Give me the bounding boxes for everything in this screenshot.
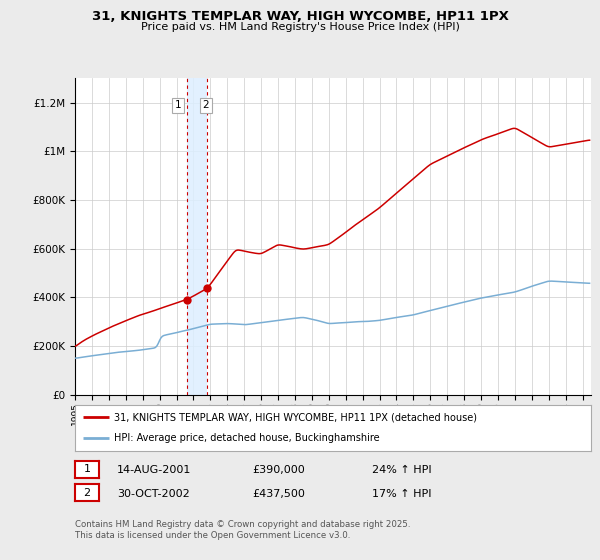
Text: HPI: Average price, detached house, Buckinghamshire: HPI: Average price, detached house, Buck… (114, 433, 379, 444)
Text: 30-OCT-2002: 30-OCT-2002 (117, 489, 190, 499)
Text: 1: 1 (83, 464, 91, 474)
Text: 1: 1 (175, 100, 181, 110)
Text: 17% ↑ HPI: 17% ↑ HPI (372, 489, 431, 499)
Text: 2: 2 (202, 100, 209, 110)
Text: 24% ↑ HPI: 24% ↑ HPI (372, 465, 431, 475)
Text: 2: 2 (83, 488, 91, 498)
Text: £390,000: £390,000 (252, 465, 305, 475)
Text: 31, KNIGHTS TEMPLAR WAY, HIGH WYCOMBE, HP11 1PX (detached house): 31, KNIGHTS TEMPLAR WAY, HIGH WYCOMBE, H… (114, 412, 476, 422)
Text: £437,500: £437,500 (252, 489, 305, 499)
Text: 14-AUG-2001: 14-AUG-2001 (117, 465, 191, 475)
Bar (187, 78, 208, 395)
Text: 31, KNIGHTS TEMPLAR WAY, HIGH WYCOMBE, HP11 1PX: 31, KNIGHTS TEMPLAR WAY, HIGH WYCOMBE, H… (92, 10, 508, 23)
Text: Contains HM Land Registry data © Crown copyright and database right 2025.
This d: Contains HM Land Registry data © Crown c… (75, 520, 410, 540)
Text: Price paid vs. HM Land Registry's House Price Index (HPI): Price paid vs. HM Land Registry's House … (140, 22, 460, 32)
